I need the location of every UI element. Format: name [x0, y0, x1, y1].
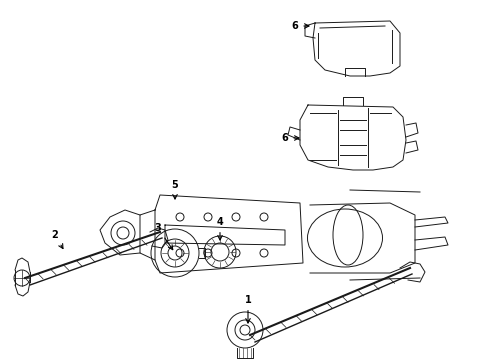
- Text: 6: 6: [282, 133, 299, 143]
- Text: 4: 4: [217, 217, 223, 240]
- Text: 5: 5: [172, 180, 178, 199]
- Text: 1: 1: [245, 295, 251, 323]
- Text: 6: 6: [292, 21, 309, 31]
- Text: 3: 3: [155, 223, 173, 250]
- Text: 2: 2: [51, 230, 63, 248]
